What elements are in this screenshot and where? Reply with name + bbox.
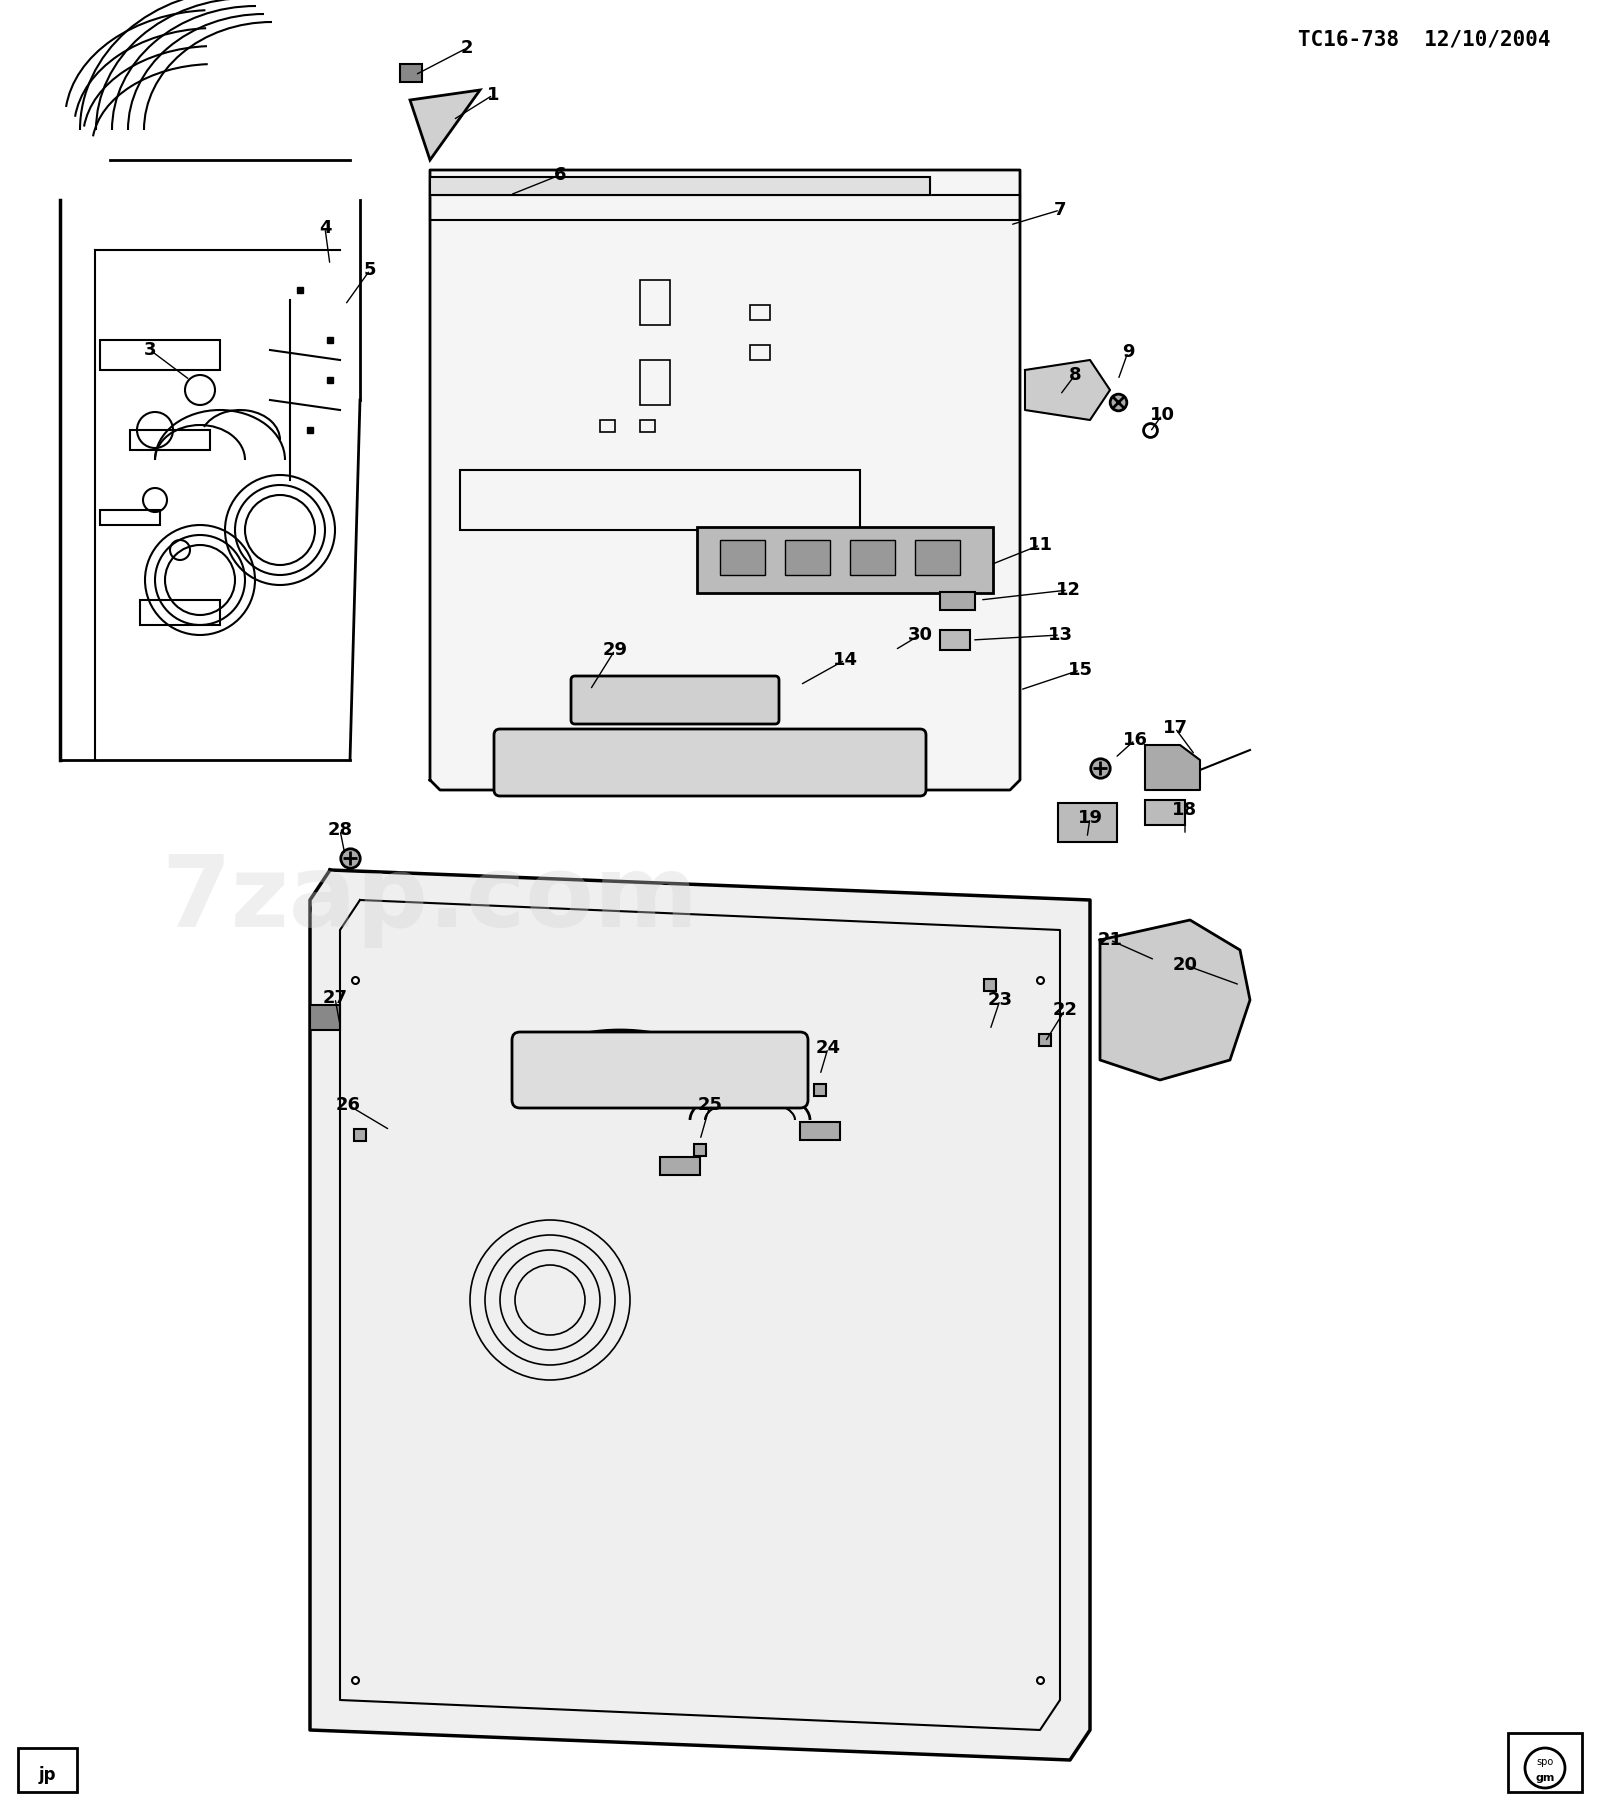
Bar [786, 540, 830, 575]
Text: 8: 8 [1069, 366, 1082, 384]
Bar [400, 65, 422, 83]
Text: 25: 25 [698, 1097, 723, 1115]
Text: 26: 26 [336, 1097, 360, 1115]
Text: 4: 4 [318, 220, 331, 238]
Polygon shape [410, 90, 480, 160]
Bar [430, 176, 930, 195]
Text: 10: 10 [1149, 405, 1174, 423]
Bar [1146, 800, 1186, 825]
Text: 9: 9 [1122, 342, 1134, 360]
Text: 23: 23 [987, 991, 1013, 1009]
Text: 22: 22 [1053, 1001, 1077, 1019]
Text: 18: 18 [1173, 801, 1197, 819]
Bar [430, 195, 1021, 220]
Bar [850, 540, 894, 575]
Bar [941, 593, 974, 611]
Bar [310, 1005, 339, 1030]
Text: spo: spo [1536, 1758, 1554, 1767]
Bar [99, 510, 160, 526]
Bar [750, 346, 770, 360]
Text: 15: 15 [1067, 661, 1093, 679]
Text: 5: 5 [363, 261, 376, 279]
Text: 19: 19 [1077, 809, 1102, 827]
Bar [461, 470, 861, 529]
Text: 17: 17 [1163, 719, 1187, 737]
Text: jp: jp [38, 1767, 56, 1785]
Text: TC16-738  12/10/2004: TC16-738 12/10/2004 [1298, 31, 1550, 50]
Polygon shape [430, 169, 1021, 791]
Bar [99, 340, 221, 369]
Bar [600, 420, 614, 432]
Bar [640, 279, 670, 324]
Text: 20: 20 [1173, 956, 1197, 974]
FancyBboxPatch shape [1058, 803, 1117, 843]
FancyBboxPatch shape [18, 1749, 77, 1792]
Text: 16: 16 [1123, 731, 1147, 749]
FancyBboxPatch shape [494, 729, 926, 796]
Polygon shape [1101, 920, 1250, 1081]
FancyBboxPatch shape [698, 528, 994, 593]
Bar [720, 540, 765, 575]
Bar [430, 176, 930, 195]
Polygon shape [1026, 360, 1110, 420]
Text: 12: 12 [1056, 582, 1080, 600]
Bar [130, 430, 210, 450]
Text: 11: 11 [1027, 537, 1053, 555]
Polygon shape [1146, 746, 1200, 791]
Bar [661, 1156, 701, 1174]
Text: 14: 14 [832, 650, 858, 668]
Text: 28: 28 [328, 821, 352, 839]
Text: 29: 29 [603, 641, 627, 659]
Bar [141, 600, 221, 625]
Bar [915, 540, 960, 575]
Bar [750, 304, 770, 321]
Text: 3: 3 [144, 340, 157, 358]
Text: 7zap.com: 7zap.com [162, 852, 699, 949]
Bar [640, 420, 654, 432]
Text: 21: 21 [1098, 931, 1123, 949]
Text: 13: 13 [1048, 627, 1072, 645]
Bar [941, 630, 970, 650]
FancyBboxPatch shape [571, 675, 779, 724]
Text: 30: 30 [907, 627, 933, 645]
Bar [800, 1122, 840, 1140]
Text: 1: 1 [486, 86, 499, 104]
Text: 6: 6 [554, 166, 566, 184]
Text: 27: 27 [323, 989, 347, 1007]
Text: 7: 7 [1054, 202, 1066, 220]
FancyBboxPatch shape [1507, 1733, 1582, 1792]
Text: 24: 24 [816, 1039, 840, 1057]
Polygon shape [310, 870, 1090, 1760]
FancyBboxPatch shape [512, 1032, 808, 1108]
Text: 2: 2 [461, 40, 474, 58]
Bar [640, 360, 670, 405]
Text: gm: gm [1536, 1772, 1555, 1783]
